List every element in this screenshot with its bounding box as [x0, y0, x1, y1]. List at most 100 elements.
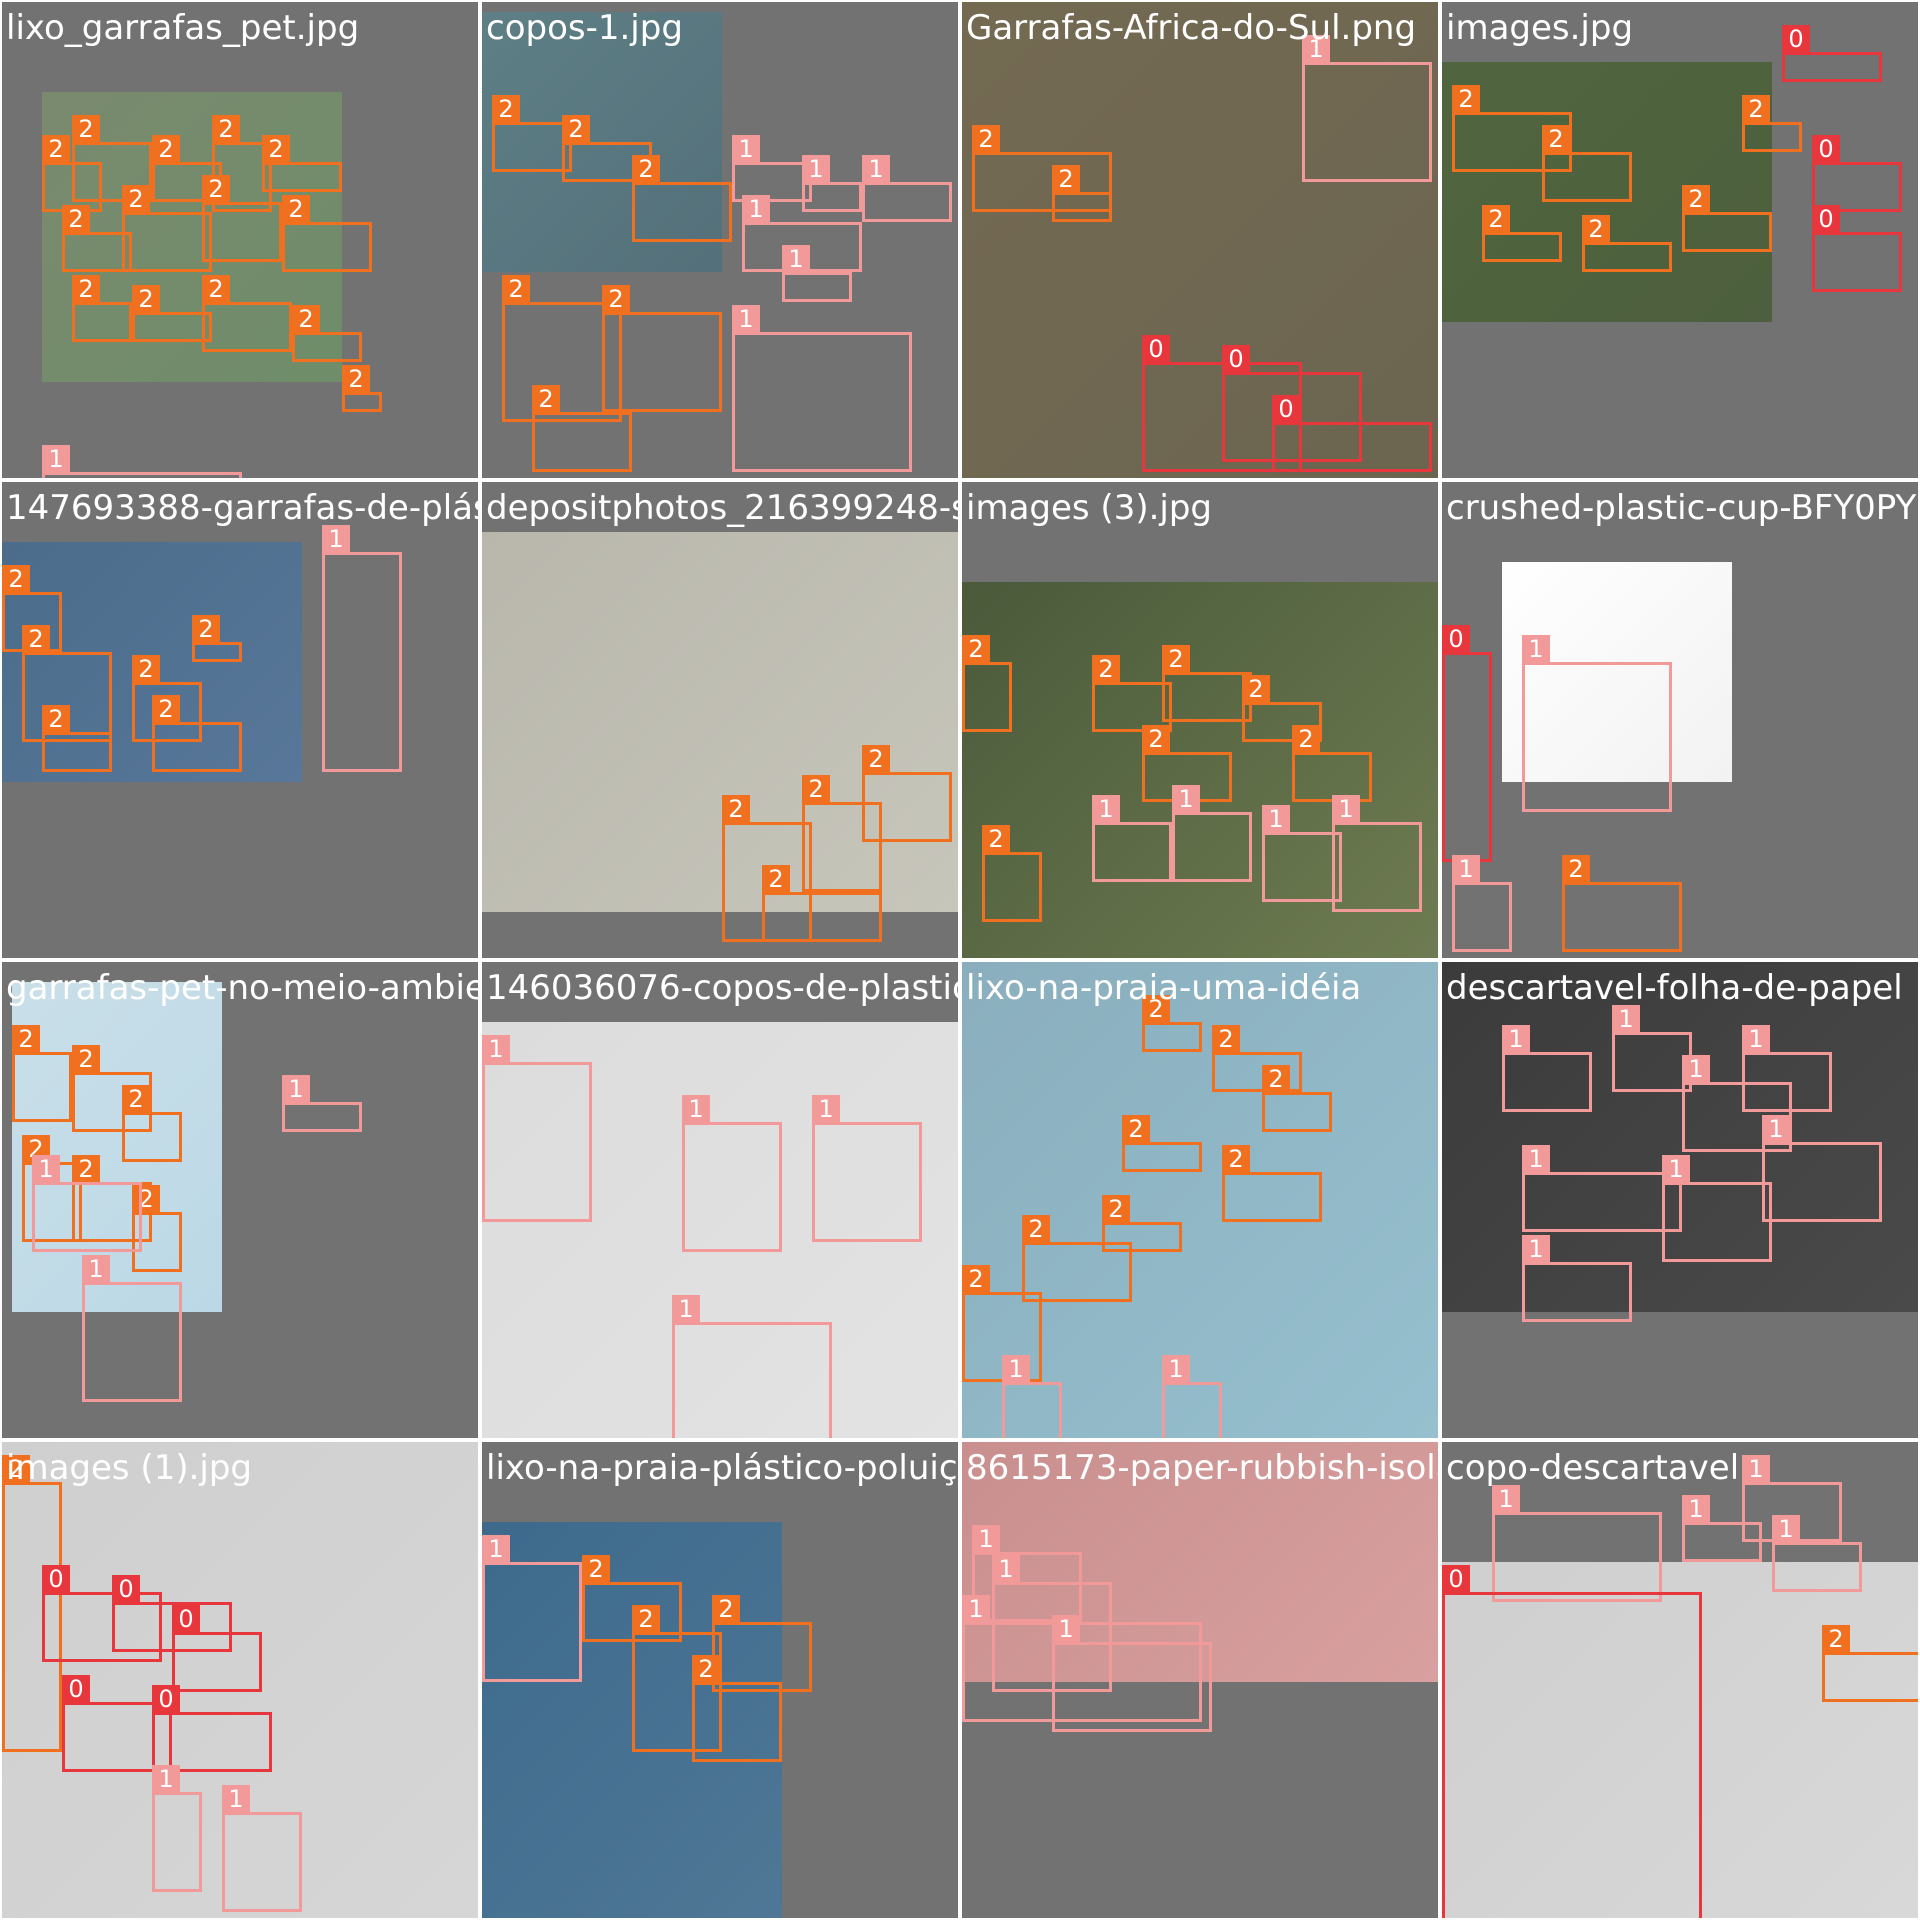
detection-box: 0 — [172, 1605, 262, 1692]
tile-filename: depositphotos_216399248-stock-photo.jpg — [486, 488, 958, 528]
detection-box: 2 — [132, 285, 212, 342]
class-label: 2 — [1222, 1145, 1250, 1173]
detection-box: 0 — [1442, 625, 1492, 862]
detection-box: 2 — [632, 1605, 722, 1752]
class-label: 1 — [82, 1255, 110, 1283]
class-label: 2 — [132, 285, 160, 313]
class-label: 1 — [972, 1525, 1000, 1553]
detection-box: 1 — [732, 135, 812, 202]
class-label: 2 — [202, 175, 230, 203]
class-label: 1 — [992, 1555, 1020, 1583]
class-label: 1 — [482, 1035, 510, 1063]
class-label: 1 — [732, 305, 760, 333]
class-label: 1 — [1742, 1455, 1770, 1483]
class-label: 2 — [152, 695, 180, 723]
class-label: 1 — [1492, 1485, 1520, 1513]
class-label: 1 — [1742, 1025, 1770, 1053]
detection-box: 1 — [1052, 1615, 1212, 1732]
detection-box: 2 — [1242, 675, 1322, 742]
detection-box: 2 — [342, 365, 382, 412]
class-label: 1 — [1502, 1025, 1530, 1053]
detection-box: 1 — [1682, 1495, 1762, 1562]
class-label: 2 — [72, 275, 100, 303]
mosaic-tile: images (3).jpg 2 2 2 2 2 2 2 1 1 1 1 — [960, 480, 1440, 960]
detection-box: 2 — [1682, 185, 1772, 252]
mosaic-tile: copo-descartavel 1 0 2 1 1 1 — [1440, 1440, 1920, 1920]
detection-box: 2 — [602, 285, 722, 412]
class-label: 2 — [962, 1265, 990, 1293]
class-label: 2 — [1122, 1115, 1150, 1143]
tile-photo — [482, 532, 958, 912]
class-label: 2 — [202, 275, 230, 303]
detection-box: 2 — [762, 865, 882, 942]
class-label: 2 — [722, 795, 750, 823]
detection-box: 2 — [1162, 645, 1252, 722]
detection-box: 1 — [1682, 1055, 1792, 1152]
class-label: 0 — [1142, 335, 1170, 363]
mosaic-tile: images (1).jpg 2 0 0 0 0 0 1 1 — [0, 1440, 480, 1920]
detection-box: 0 — [1222, 345, 1362, 462]
detection-box: 2 — [692, 1655, 782, 1762]
detection-box: 2 — [972, 125, 1112, 212]
class-label: 2 — [282, 195, 310, 223]
class-label: 0 — [152, 1685, 180, 1713]
detection-box: 1 — [1092, 795, 1172, 882]
class-label: 1 — [682, 1095, 710, 1123]
detection-box: 1 — [782, 245, 852, 302]
class-label: 1 — [672, 1295, 700, 1323]
detection-box: 1 — [812, 1095, 922, 1242]
tile-filename: lixo_garrafas_pet.jpg — [6, 8, 360, 48]
class-label: 2 — [122, 185, 150, 213]
tile-filename: copos-1.jpg — [486, 8, 683, 48]
detection-box: 1 — [1172, 785, 1252, 882]
tile-filename: crushed-plastic-cup-BFY0PY — [1446, 488, 1917, 528]
class-label: 1 — [1662, 1155, 1690, 1183]
detection-box: 2 — [72, 1045, 152, 1132]
detection-box: 2 — [282, 195, 372, 272]
class-label: 1 — [1092, 795, 1120, 823]
detection-box: 0 — [1272, 395, 1432, 472]
class-label: 2 — [1242, 675, 1270, 703]
detection-box: 2 — [22, 625, 112, 742]
class-label: 2 — [1562, 855, 1590, 883]
class-label: 2 — [1092, 655, 1120, 683]
class-label: 2 — [972, 125, 1000, 153]
class-label: 0 — [1222, 345, 1250, 373]
class-label: 2 — [292, 305, 320, 333]
detection-box: 2 — [1562, 855, 1682, 952]
class-label: 2 — [632, 155, 660, 183]
class-label: 0 — [1812, 135, 1840, 163]
detection-box: 1 — [1662, 1155, 1772, 1262]
class-label: 2 — [122, 1085, 150, 1113]
mosaic-tile: lixo-na-praia-plástico-poluição 1 2 2 2 2 — [480, 1440, 960, 1920]
class-label: 0 — [1442, 1565, 1470, 1593]
class-label: 0 — [112, 1575, 140, 1603]
detection-box: 1 — [1742, 1025, 1832, 1112]
class-label: 2 — [262, 135, 290, 163]
detection-box: 2 — [212, 115, 272, 212]
class-label: 2 — [692, 1655, 720, 1683]
detection-box: 1 — [222, 1785, 302, 1912]
class-label: 1 — [782, 245, 810, 273]
detection-box: 1 — [152, 1765, 202, 1892]
class-label: 2 — [1292, 725, 1320, 753]
class-label: 2 — [342, 365, 370, 393]
detection-box: 1 — [1162, 1355, 1222, 1438]
detection-box: 2 — [72, 275, 132, 342]
class-label: 1 — [812, 1095, 840, 1123]
tile-filename: copo-descartavel — [1446, 1448, 1740, 1488]
detection-box: 2 — [1542, 125, 1632, 202]
detection-box: 2 — [1052, 165, 1112, 222]
class-label: 2 — [962, 635, 990, 663]
detection-box: 2 — [12, 1025, 72, 1122]
detection-box: 1 — [1772, 1515, 1862, 1592]
class-label: 0 — [62, 1675, 90, 1703]
detection-box: 0 — [152, 1685, 272, 1772]
class-label: 2 — [2, 565, 30, 593]
mosaic-tile: lixo_garrafas_pet.jpg 2 2 2 2 2 2 2 2 2 2 2 2 2 2 1 — [0, 0, 480, 480]
tile-photo — [1442, 962, 1918, 1312]
detection-box: 1 — [732, 305, 912, 472]
class-label: 2 — [602, 285, 630, 313]
class-label: 2 — [532, 385, 560, 413]
